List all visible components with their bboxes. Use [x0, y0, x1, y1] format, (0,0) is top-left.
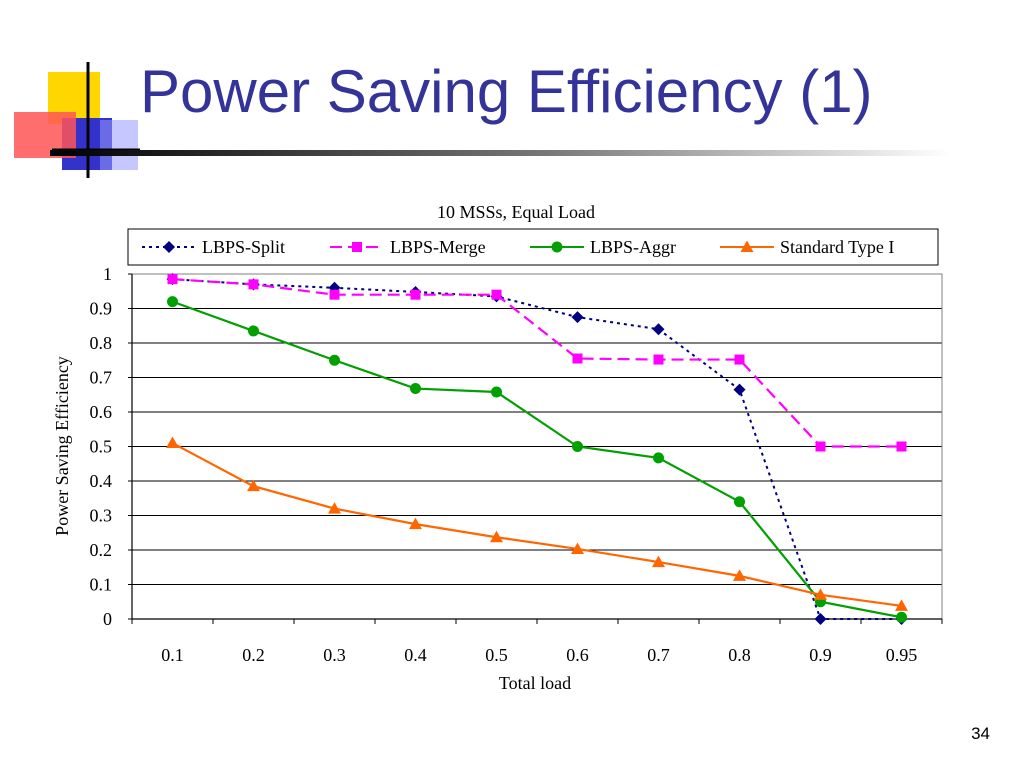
- data-point: [491, 386, 502, 398]
- legend-label: Standard Type I: [780, 237, 894, 257]
- legend-item-lbps-aggr: LBPS-Aggr: [530, 237, 676, 257]
- data-point: [410, 383, 421, 395]
- axes: [128, 273, 943, 624]
- series-standard-type-i: [166, 436, 908, 611]
- legend-marker: [352, 242, 362, 252]
- series-lbps-merge: [167, 274, 907, 452]
- slide-title: Power Saving Efficiency (1): [140, 58, 873, 125]
- data-point: [814, 588, 827, 600]
- data-point: [328, 502, 341, 514]
- x-tick-label: 0.1: [161, 645, 184, 665]
- x-tick-label: 0.6: [566, 645, 589, 665]
- data-point: [248, 325, 259, 337]
- x-tick-labels: 0.1 0.2 0.3 0.4 0.5 0.6 0.7 0.8 0.9 0.95: [161, 645, 917, 665]
- legend-label: LBPS-Split: [202, 237, 285, 257]
- x-axis-label: Total load: [499, 673, 571, 693]
- x-tick-label: 0.9: [809, 645, 832, 665]
- data-point: [571, 542, 584, 554]
- data-point: [653, 452, 664, 464]
- data-point: [733, 383, 746, 396]
- y-tick-label: 0: [103, 609, 112, 629]
- data-point: [896, 441, 907, 452]
- legend-marker: [163, 241, 175, 253]
- legend-item-lbps-merge: LBPS-Merge: [330, 237, 486, 257]
- data-point: [572, 353, 583, 364]
- y-tick-label: 1: [103, 264, 112, 284]
- data-point: [734, 354, 745, 365]
- data-point: [491, 289, 502, 300]
- x-tick-label: 0.8: [728, 645, 751, 665]
- data-point: [653, 354, 664, 365]
- series-line-standard-type-i: [171, 442, 902, 607]
- legend-label: LBPS-Aggr: [590, 237, 676, 257]
- y-tick-label: 0.2: [90, 540, 113, 560]
- y-tick-labels: 0 0.1 0.2 0.3 0.4 0.5 0.6 0.7 0.8 0.9 1: [90, 264, 113, 629]
- slide-number: 34: [971, 724, 990, 743]
- x-tick-label: 0.2: [242, 645, 265, 665]
- data-point: [896, 611, 907, 623]
- data-point: [409, 517, 422, 530]
- series-line-lbps-merge: [172, 278, 902, 448]
- x-tick-label: 0.3: [323, 645, 346, 665]
- data-point: [410, 289, 421, 300]
- data-point: [652, 555, 665, 568]
- data-point: [329, 289, 340, 300]
- data-point: [572, 441, 583, 452]
- legend-label: LBPS-Merge: [390, 237, 486, 257]
- data-point: [814, 613, 827, 625]
- data-point: [895, 599, 908, 611]
- series-layer: [166, 273, 908, 625]
- title-underline: [50, 150, 950, 156]
- data-point: [166, 436, 179, 449]
- data-point: [571, 311, 584, 324]
- y-tick-label: 0.7: [90, 368, 113, 388]
- y-tick-label: 0.1: [90, 575, 113, 595]
- chart-legend: LBPS-Split LBPS-Merge LBPS-Aggr Standard Ty…: [127, 228, 939, 266]
- data-point: [167, 296, 178, 308]
- x-tick-label: 0.95: [886, 645, 918, 665]
- data-point: [248, 279, 259, 290]
- x-tick-label: 0.5: [485, 645, 508, 665]
- legend-item-lbps-split: LBPS-Split: [142, 237, 285, 257]
- data-point: [733, 569, 746, 581]
- grid-lines: [132, 273, 942, 585]
- data-point: [815, 441, 826, 452]
- legend-marker: [551, 241, 563, 253]
- series-line-lbps-split: [172, 278, 902, 620]
- x-tick-label: 0.7: [647, 645, 670, 665]
- data-point: [247, 479, 260, 492]
- series-line-lbps-aggr: [172, 300, 902, 619]
- y-axis-label: Power Saving Efficiency: [52, 356, 72, 536]
- x-tick-label: 0.4: [404, 645, 427, 665]
- corner-decoration: [14, 62, 140, 178]
- power-saving-chart: 10 MSSs, Equal Load LBPS-Split LBPS-Merge…: [52, 202, 943, 693]
- y-tick-label: 0.4: [90, 471, 113, 491]
- data-point: [167, 274, 178, 285]
- data-point: [652, 323, 665, 336]
- legend-item-standard-type-i: Standard Type I: [720, 237, 894, 257]
- chart-title: 10 MSSs, Equal Load: [437, 202, 595, 222]
- series-lbps-aggr: [167, 296, 907, 623]
- y-tick-label: 0.5: [90, 437, 113, 457]
- y-tick-label: 0.3: [90, 506, 113, 526]
- data-point: [490, 530, 503, 543]
- legend-marker: [740, 240, 754, 252]
- y-tick-label: 0.9: [90, 299, 113, 319]
- y-tick-label: 0.8: [90, 333, 113, 353]
- data-point: [734, 496, 745, 508]
- y-tick-label: 0.6: [90, 402, 113, 422]
- data-point: [329, 354, 340, 366]
